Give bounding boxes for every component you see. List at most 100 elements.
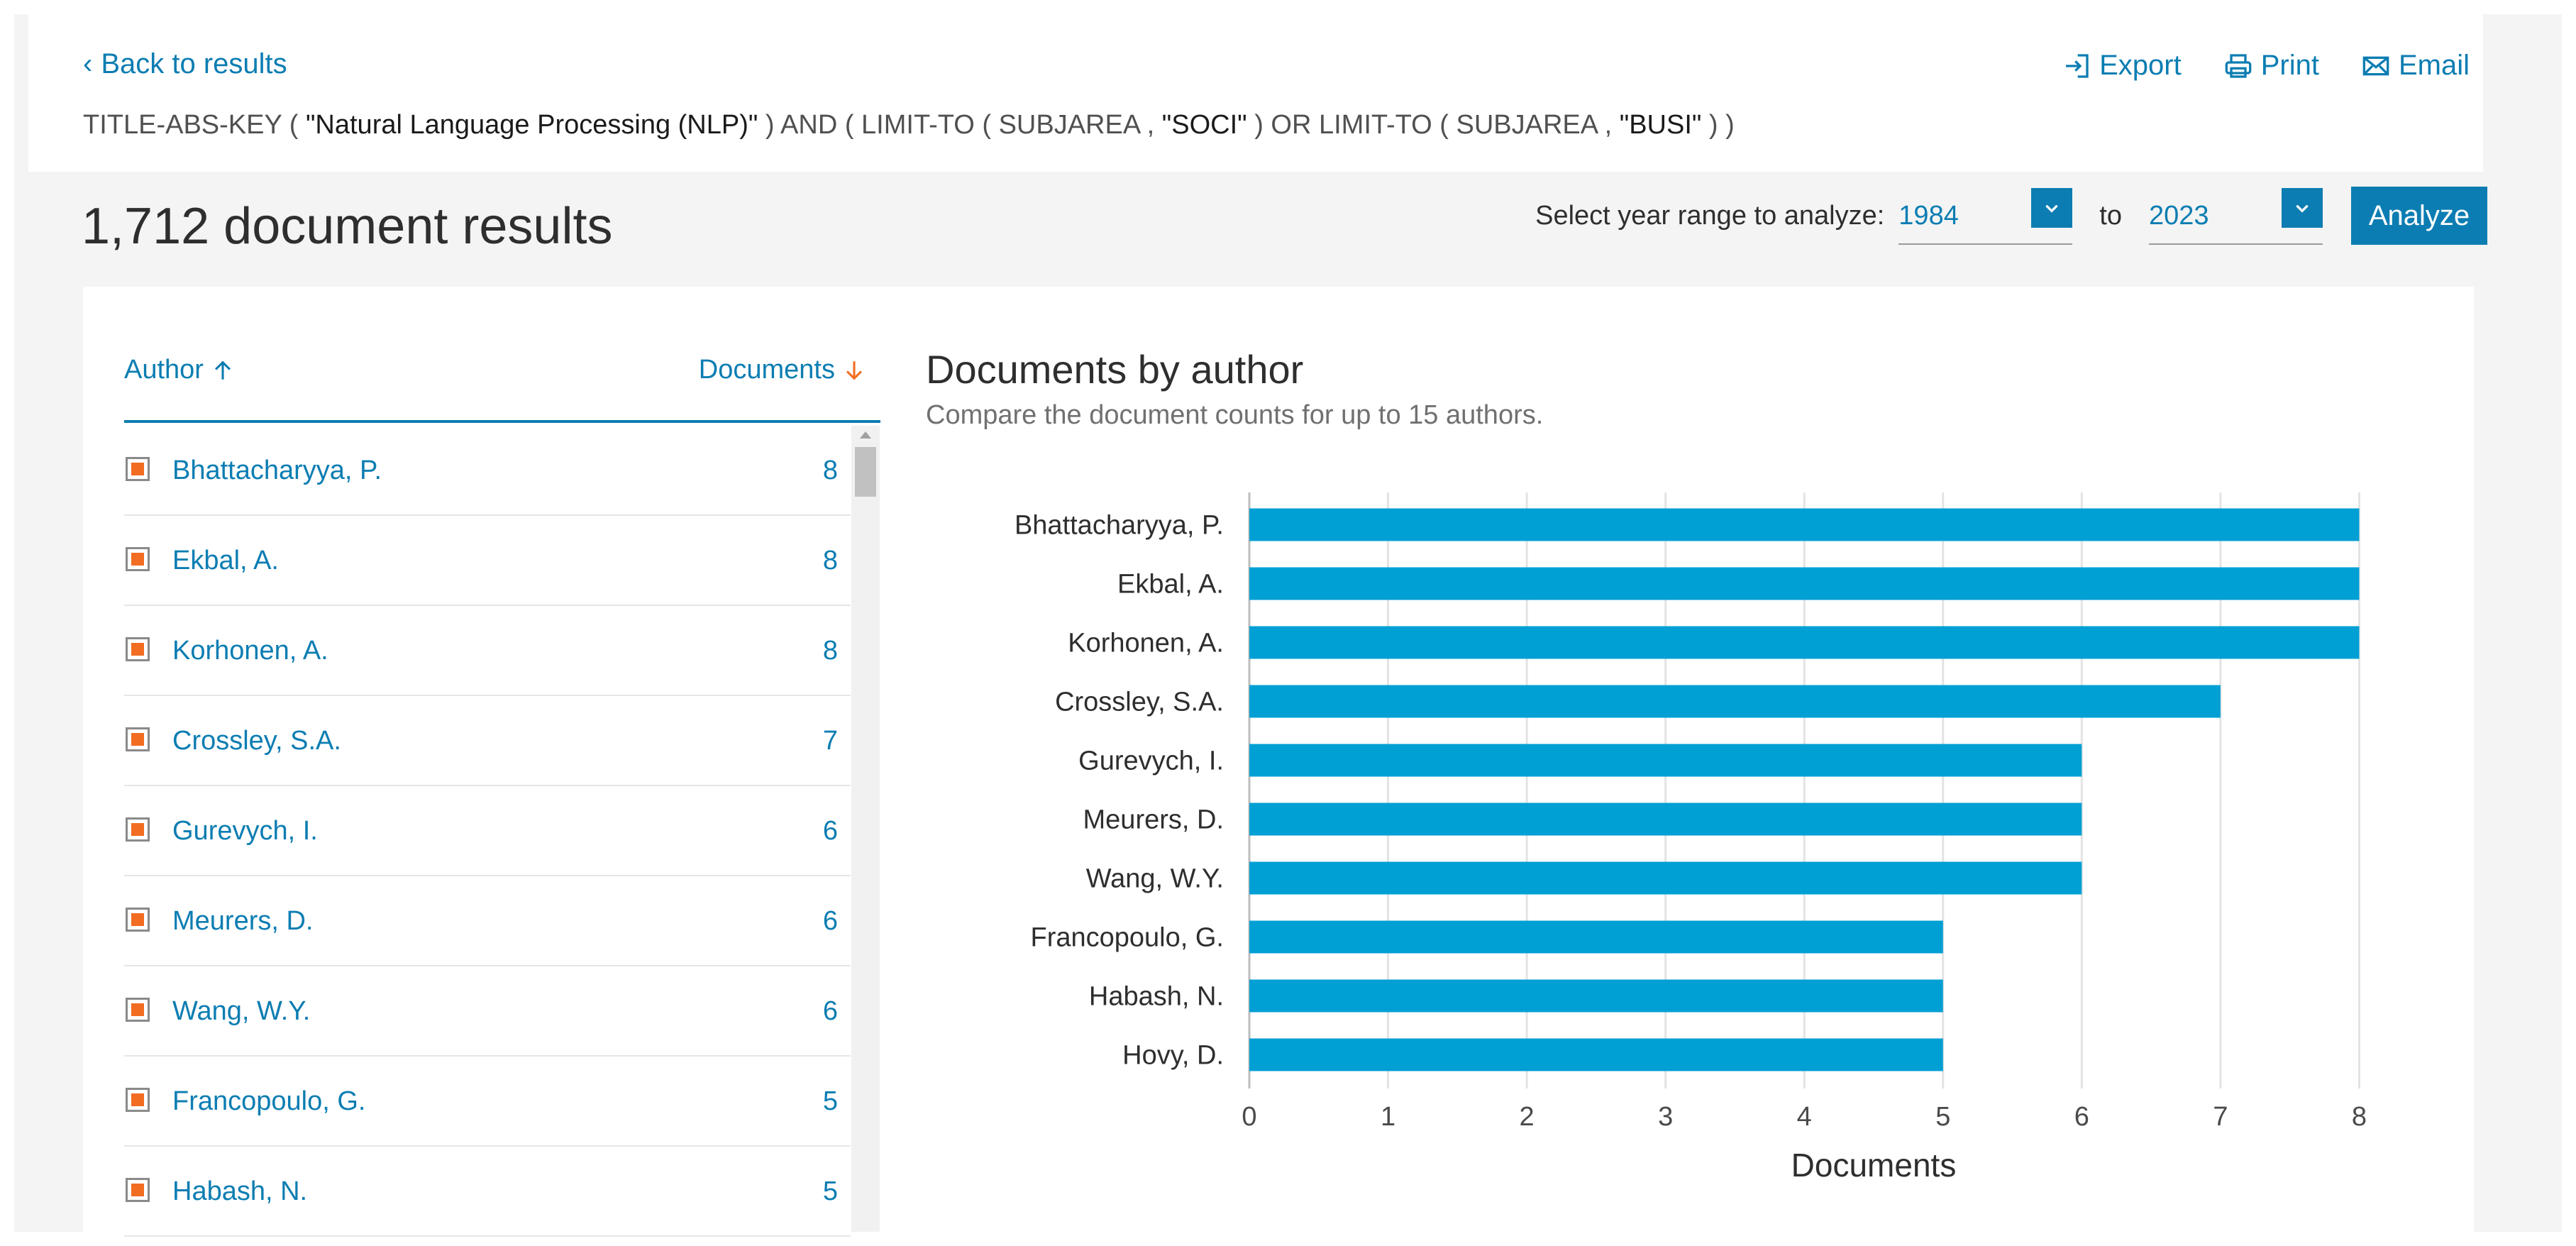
list-item: Bhattacharyya, P. 8 xyxy=(124,426,851,516)
scrollbar-thumb[interactable] xyxy=(855,447,876,497)
bar xyxy=(1249,1038,1943,1071)
bar xyxy=(1249,626,2360,659)
x-tick-label: 3 xyxy=(1658,1102,1673,1132)
document-count: 8 xyxy=(822,546,838,575)
results-count: 1,712 document results xyxy=(82,198,613,255)
arrow-up-icon xyxy=(214,360,231,380)
email-button[interactable]: Email xyxy=(2362,50,2470,82)
document-count: 7 xyxy=(822,726,838,756)
list-item: Ekbal, A. 8 xyxy=(124,516,851,606)
document-count: 6 xyxy=(822,996,838,1026)
y-category-label: Bhattacharyya, P. xyxy=(1015,511,1224,541)
bar xyxy=(1249,508,2360,541)
documents-column-label: Documents xyxy=(698,355,835,385)
sort-by-documents[interactable]: Documents xyxy=(699,355,866,385)
document-count: 5 xyxy=(822,1176,838,1206)
list-item: Gurevych, I. 6 xyxy=(124,786,851,876)
y-category-label: Crossley, S.A. xyxy=(1055,688,1224,717)
query-term: "Natural Language Processing (NLP)" xyxy=(305,110,758,140)
scroll-up-arrow-icon[interactable] xyxy=(860,431,871,439)
print-button[interactable]: Print xyxy=(2224,50,2319,82)
bar xyxy=(1249,861,2082,895)
documents-by-author-chart: 0123456789Bhattacharyya, P.Ekbal, A.Korh… xyxy=(1015,492,2367,1184)
export-label: Export xyxy=(2099,50,2182,81)
bar xyxy=(1249,685,2221,718)
y-category-label: Francopoulo, G. xyxy=(1031,923,1224,953)
x-tick-label: 4 xyxy=(1797,1102,1812,1132)
bar xyxy=(1249,744,2082,777)
document-count: 8 xyxy=(822,456,838,485)
chart-title: Documents by author xyxy=(926,347,1304,392)
list-item: Wang, W.Y. 6 xyxy=(124,966,851,1057)
query-part: ) OR LIMIT-TO ( SUBJAREA , xyxy=(1246,110,1620,140)
author-list: Bhattacharyya, P. 8 Ekbal, A. 8 Korhonen… xyxy=(124,426,851,1237)
author-name[interactable]: Bhattacharyya, P. xyxy=(172,456,382,485)
analyze-button[interactable]: Analyze xyxy=(2351,187,2487,245)
y-category-label: Korhonen, A. xyxy=(1068,629,1224,658)
export-button[interactable]: Export xyxy=(2062,50,2182,82)
author-checkbox[interactable] xyxy=(126,457,150,481)
year-from-value: 1984 xyxy=(1898,201,1959,231)
author-name[interactable]: Wang, W.Y. xyxy=(172,996,311,1026)
list-item: Habash, N. 5 xyxy=(124,1147,851,1237)
year-range-selector: Select year range to analyze: 1984 to 20… xyxy=(1535,186,2487,246)
author-list-scrollbar[interactable] xyxy=(851,426,880,1232)
bar xyxy=(1249,920,1943,954)
y-category-label: Wang, W.Y. xyxy=(1086,864,1224,894)
sort-by-author[interactable]: Author xyxy=(124,355,235,385)
print-icon xyxy=(2225,53,2252,78)
back-to-results-label: Back to results xyxy=(101,48,287,79)
header-panel xyxy=(28,14,2483,172)
export-icon xyxy=(2066,53,2089,78)
author-name[interactable]: Meurers, D. xyxy=(172,906,314,936)
author-checkbox[interactable] xyxy=(126,547,150,571)
author-checkbox[interactable] xyxy=(126,1088,150,1112)
to-label: to xyxy=(2099,200,2122,231)
action-bar: Export Print Email xyxy=(2062,50,2470,82)
author-checkbox[interactable] xyxy=(126,998,150,1022)
x-tick-label: 0 xyxy=(1242,1102,1256,1132)
author-checkbox[interactable] xyxy=(126,817,150,842)
list-item: Korhonen, A. 8 xyxy=(124,606,851,696)
author-name[interactable]: Ekbal, A. xyxy=(172,546,279,575)
document-count: 5 xyxy=(822,1086,838,1116)
query-term: "BUSI" xyxy=(1619,110,1702,140)
year-from-select[interactable]: 1984 xyxy=(1898,187,2073,245)
search-query: TITLE-ABS-KEY ( "Natural Language Proces… xyxy=(83,110,1735,140)
x-tick-label: 6 xyxy=(2074,1102,2089,1132)
analysis-panel: Author Documents Bhattacharyya, P. 8 Ekb… xyxy=(83,287,2474,1237)
author-checkbox[interactable] xyxy=(126,727,150,751)
query-part: TITLE-ABS-KEY ( xyxy=(83,110,306,140)
author-name[interactable]: Gurevych, I. xyxy=(172,816,318,846)
chevron-down-icon[interactable] xyxy=(2282,188,2323,228)
print-label: Print xyxy=(2260,50,2319,81)
author-name[interactable]: Korhonen, A. xyxy=(172,636,328,666)
x-tick-label: 1 xyxy=(1381,1102,1395,1132)
author-checkbox[interactable] xyxy=(126,1178,150,1202)
author-name[interactable]: Habash, N. xyxy=(172,1176,308,1206)
author-column-label: Author xyxy=(124,355,204,385)
author-name[interactable]: Francopoulo, G. xyxy=(172,1086,366,1116)
x-tick-label: 7 xyxy=(2213,1102,2228,1132)
author-name[interactable]: Crossley, S.A. xyxy=(172,726,341,756)
author-list-header: Author Documents xyxy=(124,355,880,423)
query-term: "SOCI" xyxy=(1161,110,1247,140)
chevron-left-icon: ‹ xyxy=(83,48,93,79)
list-item: Francopoulo, G. 5 xyxy=(124,1057,851,1147)
list-item: Meurers, D. 6 xyxy=(124,876,851,966)
year-to-select[interactable]: 2023 xyxy=(2149,187,2323,245)
author-checkbox[interactable] xyxy=(126,908,150,932)
author-checkbox[interactable] xyxy=(126,637,150,661)
chevron-down-icon[interactable] xyxy=(2031,188,2073,228)
arrow-down-icon xyxy=(846,360,863,380)
query-part: ) ) xyxy=(1701,110,1735,140)
email-icon xyxy=(2362,56,2389,75)
x-tick-label: 5 xyxy=(1935,1102,1950,1132)
x-tick-label: 8 xyxy=(2352,1102,2367,1132)
y-category-label: Habash, N. xyxy=(1089,982,1224,1012)
y-category-label: Gurevych, I. xyxy=(1078,746,1224,776)
bar xyxy=(1249,803,2082,836)
email-label: Email xyxy=(2398,50,2470,81)
bar xyxy=(1249,567,2360,600)
back-to-results-link[interactable]: ‹ Back to results xyxy=(83,48,287,80)
